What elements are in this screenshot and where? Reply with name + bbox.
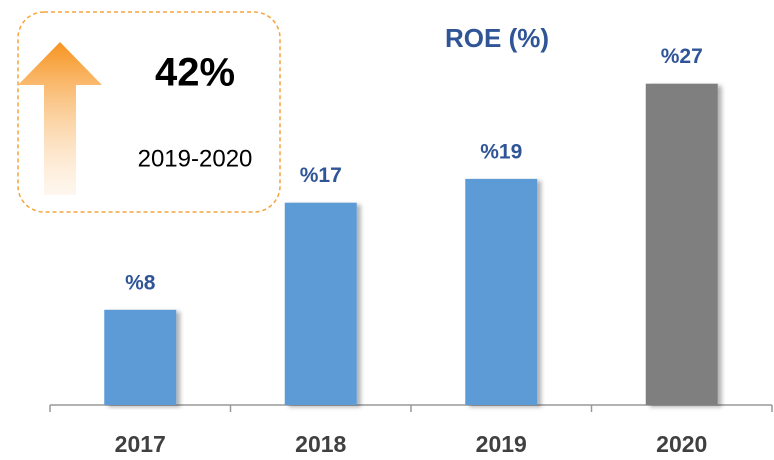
bar <box>104 309 177 405</box>
value-label: %19 <box>480 140 522 163</box>
value-label: %17 <box>300 164 342 187</box>
x-tick-label: 2019 <box>476 431 527 457</box>
value-label: %27 <box>661 45 703 68</box>
annotation-period: 2019-2020 <box>138 145 253 172</box>
chart-title: ROE (%) <box>445 23 549 53</box>
value-label: %8 <box>125 271 156 294</box>
x-tick-label: 2018 <box>295 431 346 457</box>
annotation-value: 42% <box>155 51 235 95</box>
bar <box>645 83 718 405</box>
up-arrow <box>18 42 102 195</box>
annotation-box <box>17 11 281 213</box>
x-tick-label: 2017 <box>115 431 166 457</box>
bar <box>284 202 357 405</box>
x-tick-label: 2020 <box>656 431 707 457</box>
bar <box>465 178 538 405</box>
